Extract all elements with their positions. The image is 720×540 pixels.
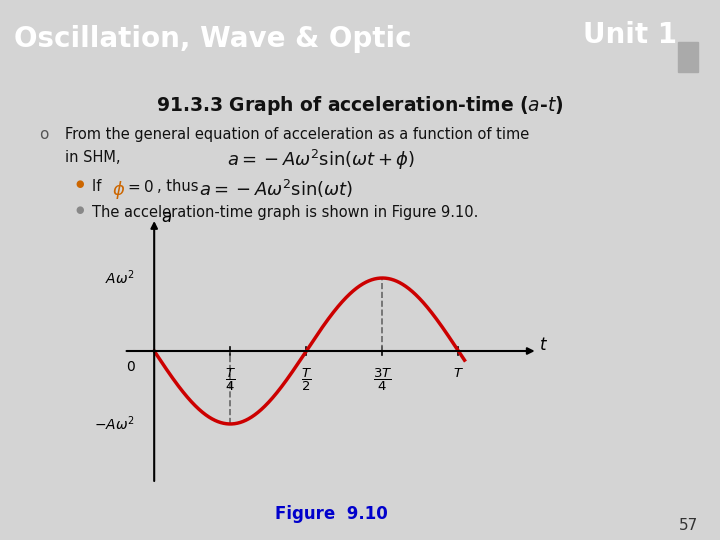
Text: $\phi$: $\phi$ (112, 179, 125, 201)
Text: Oscillation, Wave & Optic: Oscillation, Wave & Optic (14, 25, 412, 53)
Text: $a = -A\omega^2 \sin\!\left(\omega t + \phi\right)$: $a = -A\omega^2 \sin\!\left(\omega t + \… (227, 147, 415, 172)
Text: Unit 1: Unit 1 (582, 21, 677, 49)
Text: in SHM,: in SHM, (65, 150, 120, 165)
Text: ●: ● (76, 179, 84, 189)
Text: $t$: $t$ (539, 336, 548, 354)
Text: $0$: $0$ (126, 360, 136, 374)
Text: $\dfrac{3T}{4}$: $\dfrac{3T}{4}$ (373, 367, 392, 393)
Text: $\dfrac{T}{4}$: $\dfrac{T}{4}$ (225, 367, 235, 393)
Text: 91.3.3 Graph of acceleration-time ($a$-$t$): 91.3.3 Graph of acceleration-time ($a$-$… (156, 94, 564, 118)
Text: $a = -A\omega^2 \sin\!\left(\omega t\right)$: $a = -A\omega^2 \sin\!\left(\omega t\rig… (199, 178, 354, 200)
Text: The acceleration-time graph is shown in Figure 9.10.: The acceleration-time graph is shown in … (92, 205, 479, 220)
Text: $= 0$: $= 0$ (125, 179, 155, 195)
Text: $-A\omega^2$: $-A\omega^2$ (94, 415, 135, 433)
Bar (678, 42, 698, 72)
Text: o: o (40, 127, 49, 142)
Text: $\dfrac{T}{2}$: $\dfrac{T}{2}$ (301, 367, 312, 393)
Text: $A\omega^2$: $A\omega^2$ (104, 269, 135, 287)
Text: Figure  9.10: Figure 9.10 (275, 505, 387, 523)
Text: 57: 57 (679, 518, 698, 533)
Text: $a$: $a$ (161, 208, 172, 226)
Text: If: If (92, 179, 106, 194)
Text: From the general equation of acceleration as a function of time: From the general equation of acceleratio… (65, 127, 529, 142)
Text: $T$: $T$ (453, 367, 464, 380)
Text: ●: ● (76, 205, 84, 215)
Text: , thus: , thus (157, 179, 199, 194)
